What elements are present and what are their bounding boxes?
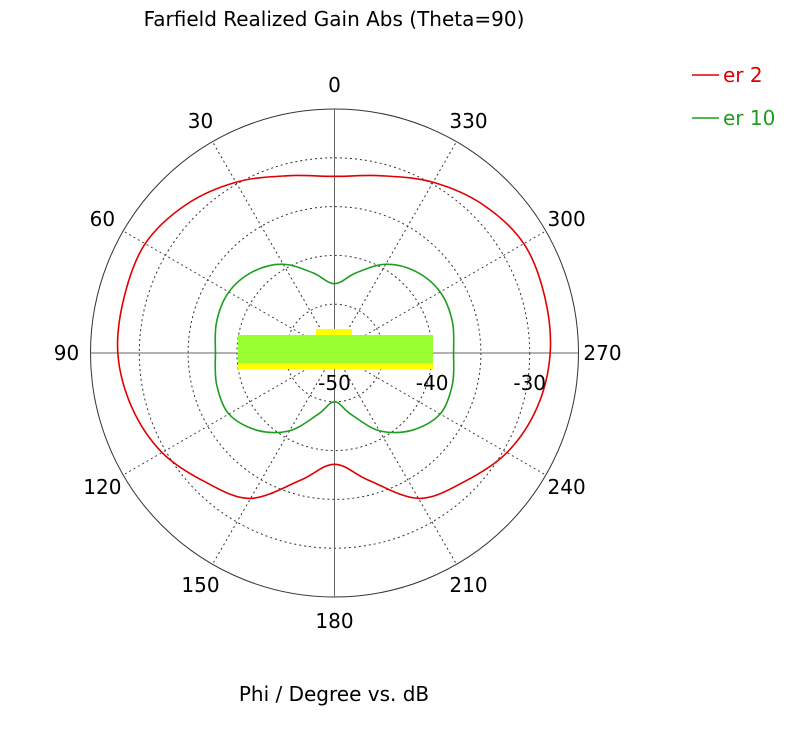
angle-label: 330 [449,109,487,133]
chart-title: Farfield Realized Gain Abs (Theta=90) [144,7,525,31]
substrate-rect [238,335,433,364]
legend-label: er 10 [723,106,775,130]
grid-spoke [212,352,335,565]
angle-label: 270 [583,341,621,365]
radial-label: -40 [416,371,449,395]
angle-label: 60 [90,207,115,231]
grid-spoke [212,141,335,354]
angle-label: 30 [188,109,213,133]
angle-label: 120 [83,475,121,499]
angle-label: 240 [548,475,586,499]
legend: er 2 er 10 [692,63,775,130]
angle-label: 180 [315,609,353,633]
angle-label: 300 [548,207,586,231]
x-axis-label: Phi / Degree vs. dB [239,682,429,706]
angle-label: 150 [181,573,219,597]
angle-label: 210 [449,573,487,597]
angle-label: 90 [54,341,79,365]
grid-spoke [334,141,457,354]
radial-tick-labels: -50 -40 -30 [318,371,546,395]
ground-plane-rect [238,363,433,369]
series-group [116,174,552,500]
antenna-overlay [238,329,433,369]
angle-label: 0 [328,73,341,97]
radial-label: -30 [513,371,546,395]
patch-rect [316,329,352,335]
legend-label: er 2 [723,63,763,87]
angle-tick-labels: 0 30 60 90 120 150 180 210 240 270 300 330 [54,73,622,633]
radial-label: -50 [318,371,351,395]
grid-spoke [334,352,457,565]
